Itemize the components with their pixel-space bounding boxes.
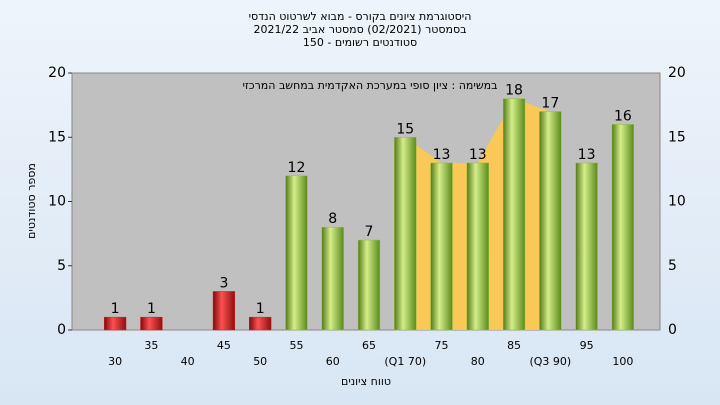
- bar: [321, 226, 344, 331]
- x-axis-label: טווח ציונים: [341, 375, 391, 388]
- chart-subtitle: סטודנטים רשומים - 150: [303, 36, 417, 49]
- data-label: 15: [396, 121, 414, 137]
- data-label: 3: [219, 275, 228, 291]
- x-tick-label: 80: [471, 355, 485, 368]
- y-axis-label: מספר סטודנטים: [25, 163, 38, 239]
- data-label: 1: [111, 301, 120, 317]
- x-tick-label: 45: [217, 339, 231, 352]
- data-label: 13: [578, 147, 596, 163]
- y-tick-label: 15: [668, 129, 686, 145]
- y-tick-label: 20: [668, 65, 686, 81]
- bar: [212, 291, 236, 331]
- x-tick-label: 55: [289, 339, 303, 352]
- data-label: 8: [328, 211, 337, 227]
- chart-subtitle: בסמסטר (02/2021) סמסטר אביב 2021/22: [253, 23, 466, 36]
- y-tick-label: 20: [48, 65, 66, 81]
- data-label: 13: [469, 147, 487, 163]
- data-label: 13: [433, 147, 451, 163]
- x-tick-label: 75: [435, 339, 449, 352]
- chart-title: היסטוגרמת ציונים בקורס - מבוא לשרטוט הנד…: [249, 10, 472, 23]
- x-tick-label: 30: [108, 355, 122, 368]
- y-tick-label: 5: [57, 258, 66, 274]
- bar: [539, 111, 562, 331]
- bar: [104, 316, 127, 331]
- bar: [466, 162, 489, 331]
- data-label: 1: [147, 301, 156, 317]
- y-tick-label: 5: [668, 258, 677, 274]
- x-tick-label: 35: [144, 339, 158, 352]
- x-tick-label: 95: [580, 339, 594, 352]
- annotation: במשימה : ציון סופי במערכת האקדמית במחשב …: [243, 79, 498, 92]
- bar: [611, 124, 634, 331]
- y-tick-label: 10: [668, 194, 686, 210]
- bar: [394, 137, 417, 331]
- bar: [249, 316, 272, 331]
- x-tick-label: 60: [326, 355, 340, 368]
- bar: [285, 175, 308, 331]
- data-label: 17: [541, 96, 559, 112]
- x-tick-label: 85: [507, 339, 521, 352]
- x-tick-label: (Q1 70): [384, 355, 426, 368]
- bar: [140, 316, 163, 331]
- bar: [575, 162, 598, 331]
- data-label: 7: [365, 224, 374, 240]
- data-label: 18: [505, 83, 523, 99]
- x-tick-label: 40: [181, 355, 195, 368]
- bar: [357, 239, 381, 331]
- x-tick-label: 65: [362, 339, 376, 352]
- bar: [430, 162, 453, 331]
- data-label: 12: [288, 160, 306, 176]
- x-tick-label: 100: [612, 355, 633, 368]
- data-label: 1: [256, 301, 265, 317]
- bar: [502, 98, 526, 331]
- y-tick-label: 0: [57, 322, 66, 338]
- x-tick-label: (Q3 90): [529, 355, 571, 368]
- data-label: 16: [614, 108, 632, 124]
- y-tick-label: 0: [668, 322, 677, 338]
- y-tick-label: 10: [48, 194, 66, 210]
- x-tick-label: 50: [253, 355, 267, 368]
- y-tick-label: 15: [48, 129, 66, 145]
